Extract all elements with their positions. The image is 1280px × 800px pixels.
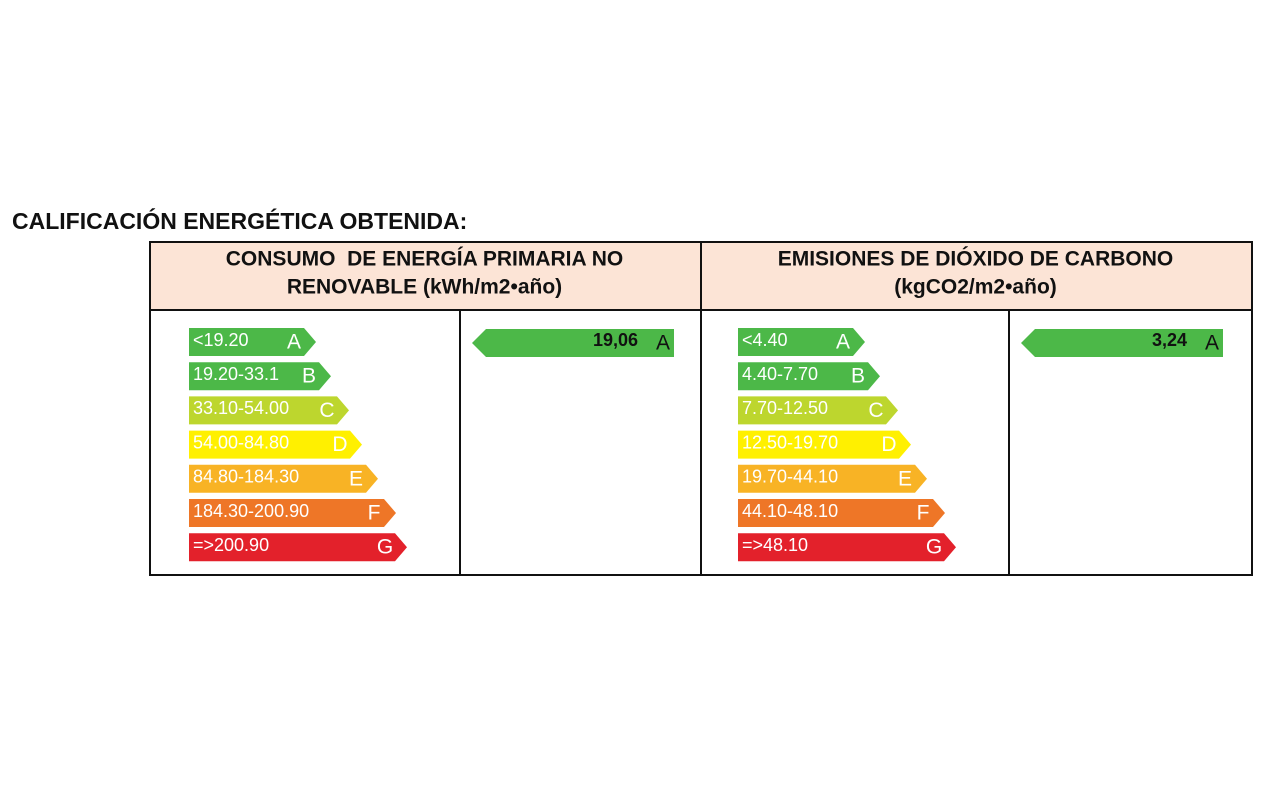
grade-range: 184.30-200.90 — [193, 501, 309, 521]
grade-arrow — [189, 396, 349, 425]
grade-range: <19.20 — [193, 330, 249, 350]
grade-arrow — [189, 328, 316, 356]
header-text: RENOVABLE (kWh/m2•año) — [287, 276, 562, 299]
grade-letter: E — [349, 467, 363, 490]
grade-letter: G — [377, 536, 393, 559]
grade-arrow — [738, 328, 865, 356]
grade-letter: A — [287, 331, 301, 354]
grade-arrow — [189, 533, 407, 562]
grade-arrow — [189, 464, 378, 493]
result-value: 19,06 — [593, 330, 638, 350]
grade-range: =>48.10 — [742, 535, 808, 555]
grade-arrow — [738, 464, 927, 493]
result-value: 3,24 — [1152, 330, 1187, 350]
result-grade: A — [656, 332, 670, 355]
grade-letter: C — [319, 399, 334, 422]
grade-arrow — [738, 362, 880, 391]
grade-range: 7.70-12.50 — [742, 398, 828, 418]
grade-arrow — [738, 499, 945, 527]
header-text: CONSUMO DE ENERGÍA PRIMARIA NO — [226, 248, 623, 271]
grade-letter: D — [881, 433, 896, 456]
grade-letter: G — [926, 536, 942, 559]
header-cell — [149, 241, 702, 311]
grade-letter: B — [851, 365, 865, 388]
grade-arrow — [738, 430, 911, 459]
grade-letter: C — [868, 399, 883, 422]
header-text: EMISIONES DE DIÓXIDO DE CARBONO — [778, 247, 1174, 271]
grade-range: 44.10-48.10 — [742, 501, 838, 521]
grade-range: 4.40-7.70 — [742, 364, 818, 384]
grade-range: =>200.90 — [193, 535, 269, 555]
grade-range: 19.70-44.10 — [742, 467, 838, 487]
grade-range: 84.80-184.30 — [193, 467, 299, 487]
header-text: (kgCO2/m2•año) — [894, 276, 1057, 299]
grade-range: <4.40 — [742, 330, 788, 350]
grade-letter: A — [836, 331, 850, 354]
grade-range: 54.00-84.80 — [193, 432, 289, 452]
result-grade: A — [1205, 332, 1219, 355]
grade-range: 12.50-19.70 — [742, 432, 838, 452]
grade-range: 19.20-33.1 — [193, 364, 279, 384]
grade-letter: B — [302, 365, 316, 388]
grade-arrow — [189, 499, 396, 527]
grade-arrow — [189, 430, 362, 459]
grade-letter: E — [898, 467, 912, 490]
header-cell — [700, 241, 1253, 311]
grade-arrow — [738, 396, 898, 425]
grade-letter: F — [917, 502, 930, 525]
title: CALIFICACIÓN ENERGÉTICA OBTENIDA: — [12, 207, 467, 234]
result-arrow — [472, 329, 674, 357]
grade-arrow — [189, 362, 331, 391]
grade-range: 33.10-54.00 — [193, 398, 289, 418]
grade-letter: F — [368, 502, 381, 525]
result-arrow — [1021, 329, 1223, 357]
grade-letter: D — [332, 433, 347, 456]
grade-arrow — [738, 533, 956, 562]
